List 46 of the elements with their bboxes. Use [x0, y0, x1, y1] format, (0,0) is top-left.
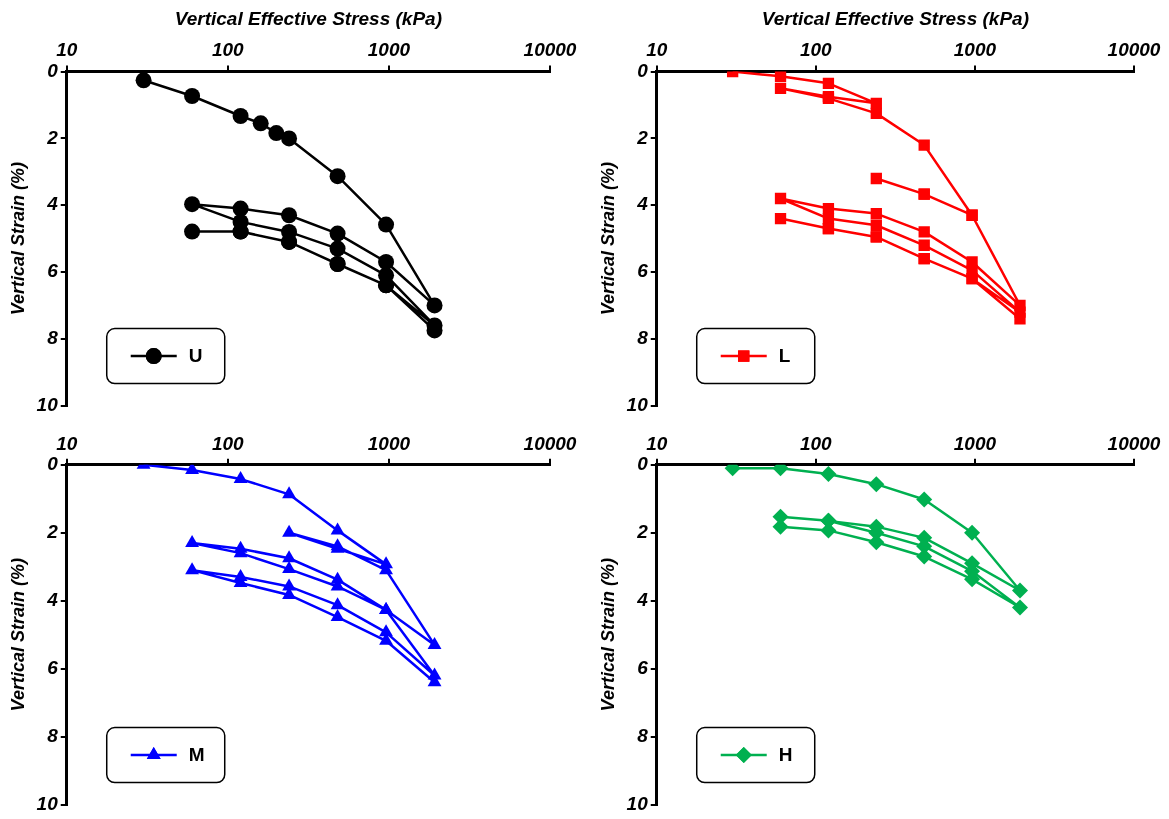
y-tick-label: 4 — [46, 588, 59, 610]
y-tick-label: 4 — [46, 193, 59, 215]
x-tick-label: 10000 — [1107, 39, 1161, 61]
legend-label: M — [188, 744, 205, 766]
x-tick-label: 10000 — [523, 432, 577, 454]
x-tick-label: 100 — [799, 39, 833, 61]
y-axis-title: Vertical Strain (%) — [7, 161, 28, 316]
x-tick-label: 1000 — [367, 39, 411, 61]
x-axis-title: Vertical Effective Stress (kPa) — [174, 7, 442, 29]
x-tick-label: 1000 — [953, 432, 997, 454]
y-tick-label: 10 — [36, 393, 59, 415]
y-tick-label: 8 — [637, 724, 649, 746]
y-tick-label: 10 — [626, 393, 649, 415]
y-tick-label: 0 — [47, 59, 59, 81]
y-tick-label: 8 — [637, 327, 649, 349]
legend-label: U — [188, 345, 203, 367]
x-tick-label: 100 — [799, 432, 833, 454]
y-axis-title: Vertical Strain (%) — [7, 558, 28, 712]
y-tick-label: 2 — [636, 126, 649, 148]
y-tick-label: 10 — [626, 792, 649, 814]
x-tick-label: 1000 — [367, 432, 411, 454]
x-tick-label: 100 — [211, 39, 245, 61]
x-axis-title: Vertical Effective Stress (kPa) — [761, 7, 1029, 29]
legend-label: L — [778, 345, 791, 367]
y-tick-label: 4 — [636, 193, 649, 215]
y-tick-label: 0 — [637, 59, 649, 81]
y-tick-label: 2 — [46, 520, 59, 542]
y-tick-label: 0 — [47, 453, 59, 475]
y-tick-label: 6 — [637, 656, 649, 678]
legend-label: H — [778, 744, 793, 766]
y-tick-label: 2 — [46, 126, 59, 148]
y-tick-label: 8 — [47, 327, 59, 349]
y-tick-label: 8 — [47, 724, 59, 746]
x-tick-label: 1000 — [953, 39, 997, 61]
y-axis-title: Vertical Strain (%) — [597, 161, 618, 316]
y-tick-label: 6 — [47, 656, 59, 678]
y-tick-label: 10 — [36, 792, 59, 814]
y-tick-label: 2 — [636, 520, 649, 542]
x-tick-label: 10000 — [1107, 432, 1161, 454]
y-axis-title: Vertical Strain (%) — [597, 558, 618, 712]
x-tick-label: 100 — [211, 432, 245, 454]
x-tick-label: 10000 — [523, 39, 577, 61]
y-tick-label: 6 — [47, 260, 59, 282]
y-tick-label: 4 — [636, 588, 649, 610]
y-tick-label: 0 — [637, 453, 649, 475]
y-tick-label: 6 — [637, 260, 649, 282]
